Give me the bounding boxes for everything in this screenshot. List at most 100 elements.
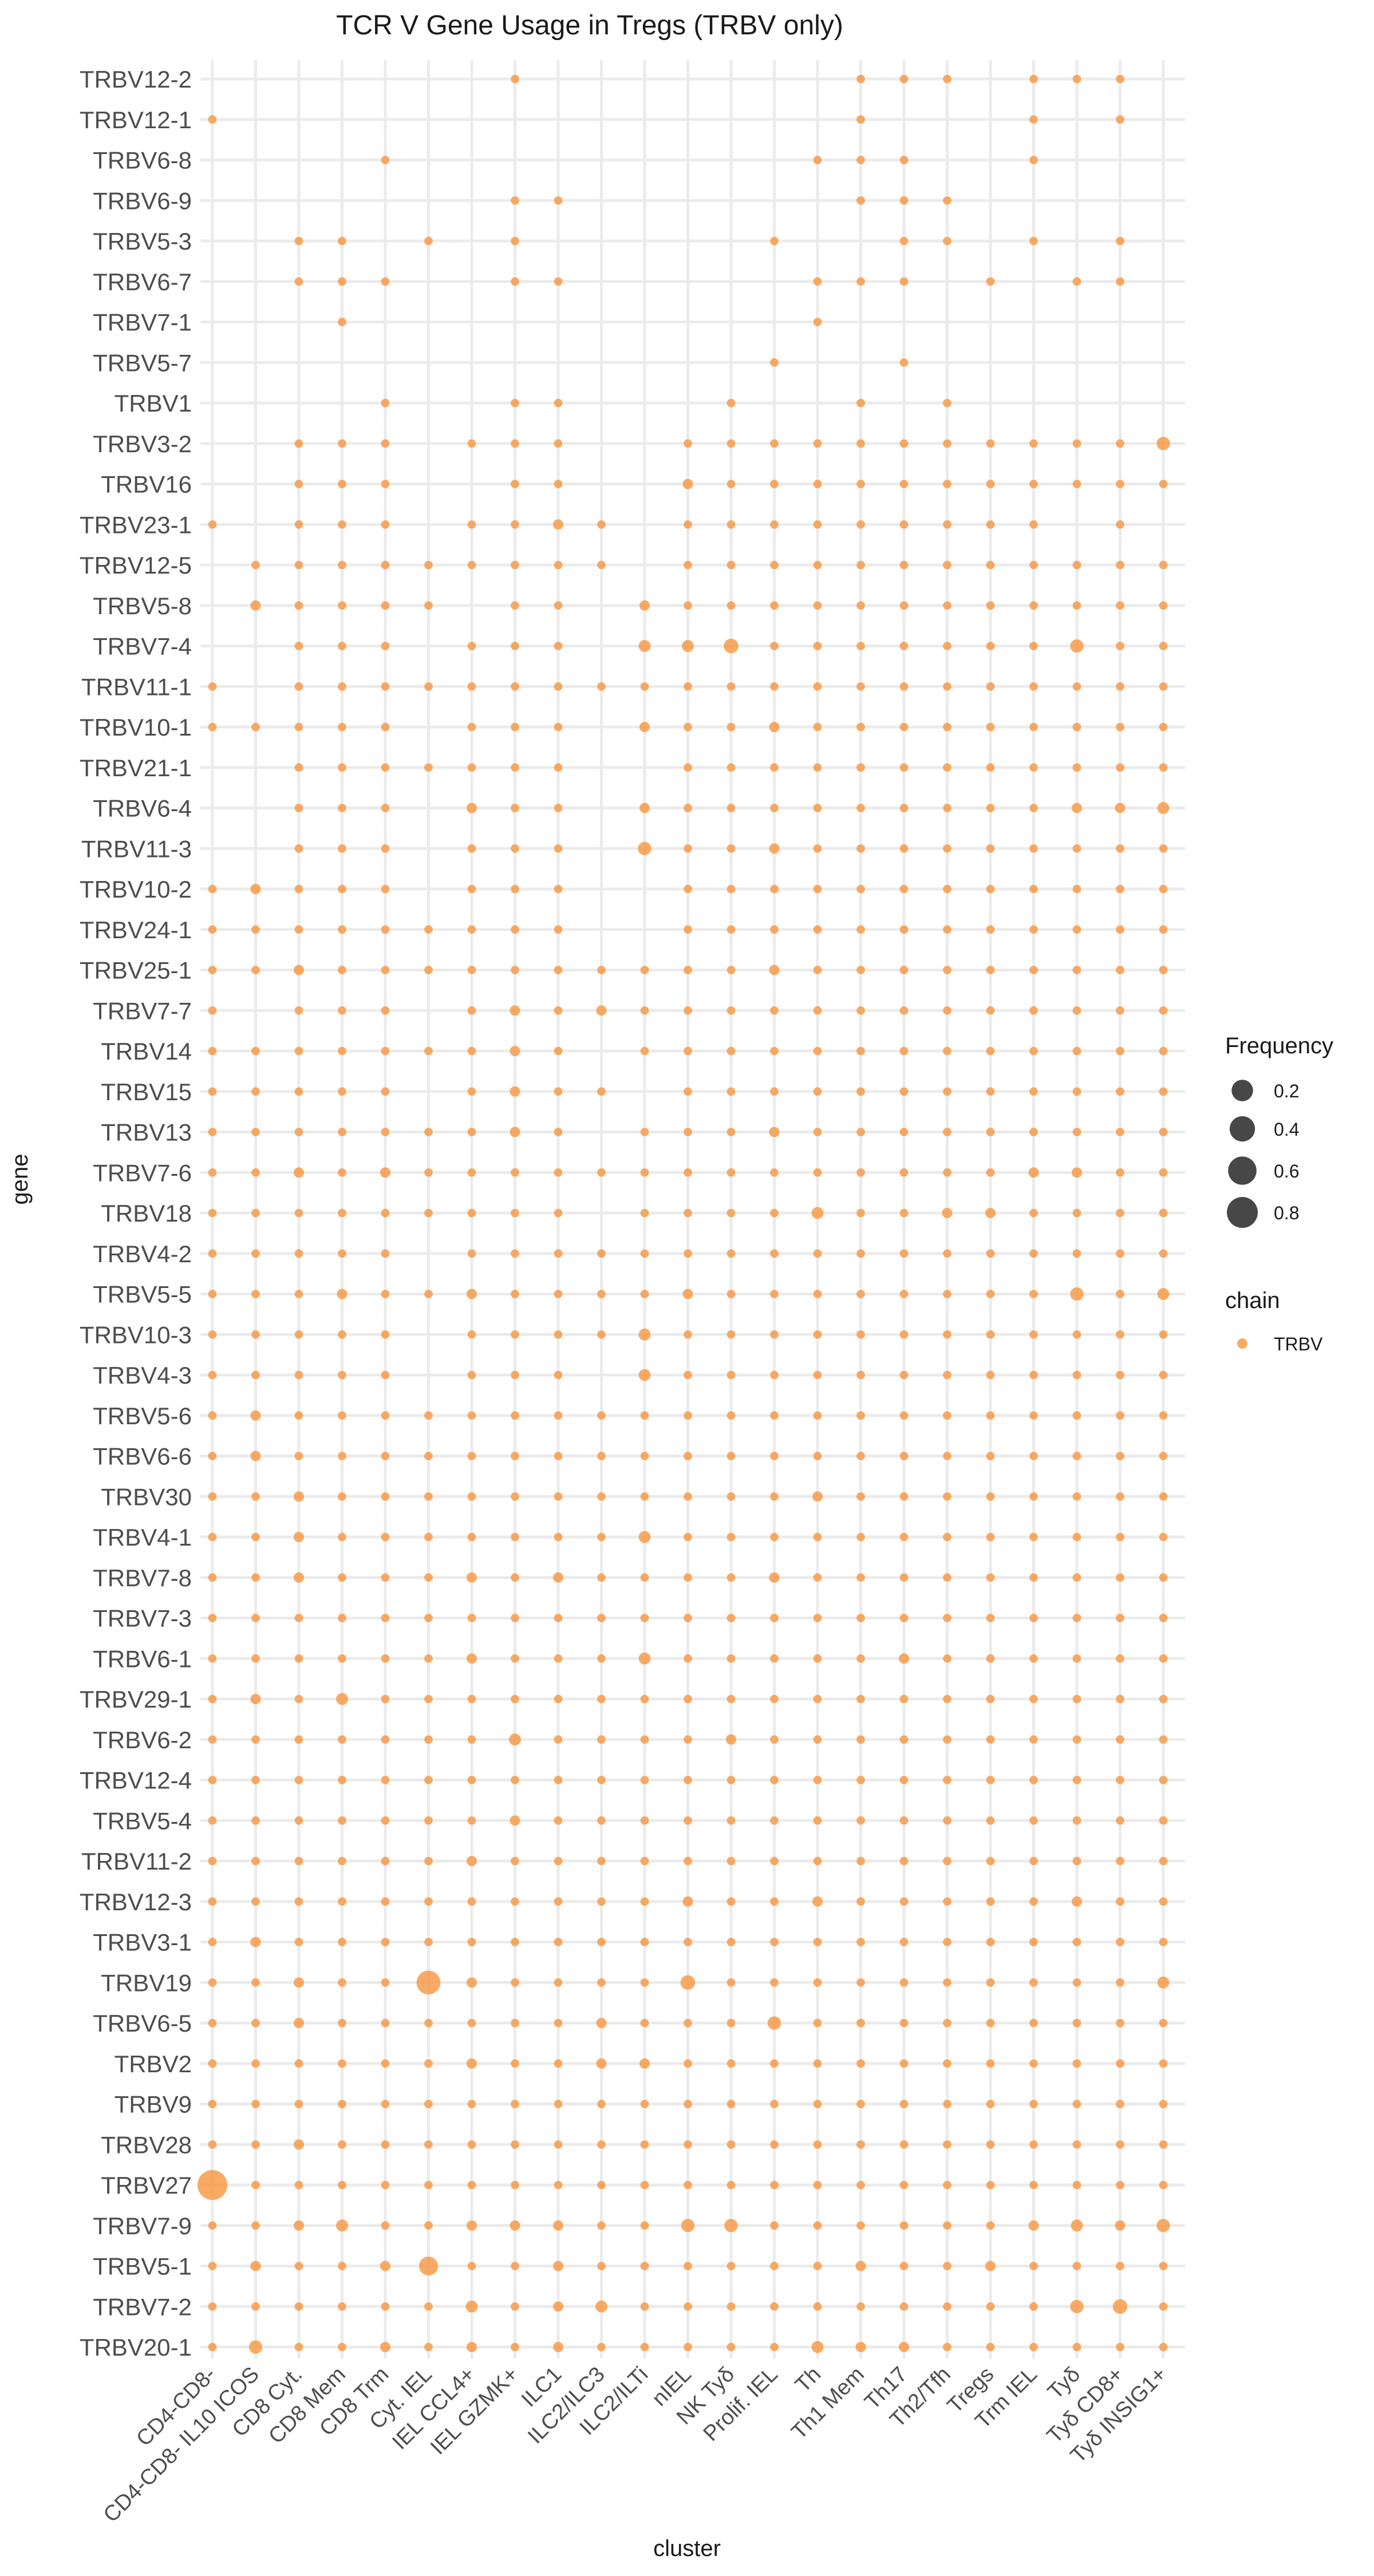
data-point xyxy=(381,1492,390,1501)
data-point xyxy=(208,115,217,124)
y-tick-label: TRBV16 xyxy=(101,471,192,498)
data-point xyxy=(294,1208,303,1218)
data-point xyxy=(943,2221,951,2230)
data-point xyxy=(770,1856,779,1866)
data-point xyxy=(511,398,519,408)
data-point xyxy=(1072,1208,1081,1218)
data-point xyxy=(511,722,519,732)
data-point xyxy=(640,1046,649,1056)
data-point xyxy=(381,1087,390,1096)
data-point xyxy=(899,1330,909,1339)
data-point xyxy=(943,2262,951,2270)
data-point xyxy=(467,2262,476,2270)
data-point xyxy=(727,1614,736,1622)
data-point xyxy=(467,560,476,570)
data-point xyxy=(1159,2100,1168,2108)
data-point xyxy=(1029,1897,1038,1906)
data-point xyxy=(684,601,692,610)
data-point xyxy=(770,1411,779,1420)
data-point xyxy=(856,1290,865,1298)
data-point xyxy=(1159,1046,1168,1056)
data-point xyxy=(943,1978,951,1987)
data-point xyxy=(208,2262,217,2270)
data-point xyxy=(684,2100,692,2108)
data-point xyxy=(1029,439,1038,448)
data-point xyxy=(1116,1978,1124,1987)
data-point xyxy=(1116,925,1124,934)
data-point xyxy=(684,560,692,570)
data-point xyxy=(856,196,865,205)
data-point xyxy=(943,1411,951,1420)
data-point xyxy=(813,520,822,529)
y-tick-label: TRBV7-1 xyxy=(93,309,192,336)
data-point xyxy=(511,1856,519,1866)
data-point xyxy=(294,439,303,448)
data-point xyxy=(511,74,519,84)
data-point xyxy=(813,1411,822,1420)
data-point xyxy=(812,1896,823,1907)
data-point xyxy=(899,2059,909,2068)
data-point xyxy=(511,1330,519,1339)
y-tick-label: TRBV15 xyxy=(101,1078,192,1105)
data-point xyxy=(943,1654,951,1663)
data-point xyxy=(381,1006,390,1015)
data-point xyxy=(597,1492,606,1501)
data-point xyxy=(1159,1776,1168,1784)
data-point xyxy=(1116,966,1124,974)
data-point xyxy=(511,1654,519,1663)
data-point xyxy=(986,520,995,529)
data-point xyxy=(1072,1938,1081,1946)
data-point xyxy=(727,2262,736,2270)
data-point xyxy=(1116,601,1124,610)
data-point xyxy=(943,1492,951,1501)
data-point xyxy=(251,2100,260,2108)
data-point xyxy=(424,1614,433,1622)
data-point xyxy=(510,1815,520,1826)
data-point xyxy=(899,925,909,934)
data-point xyxy=(597,1978,606,1987)
data-point xyxy=(856,1614,865,1622)
data-point xyxy=(250,1451,261,1461)
data-point xyxy=(294,560,303,570)
data-point xyxy=(554,722,563,732)
data-point xyxy=(466,1289,477,1299)
data-point xyxy=(1029,560,1038,570)
data-point xyxy=(424,2100,433,2108)
data-point xyxy=(986,1452,995,1460)
data-point xyxy=(680,1975,696,1990)
y-tick-label: TRBV6-2 xyxy=(93,1726,192,1753)
data-point xyxy=(986,560,995,570)
data-point xyxy=(856,1735,865,1744)
data-point xyxy=(554,1087,563,1096)
data-point xyxy=(943,925,951,934)
data-point xyxy=(986,1938,995,1946)
data-point xyxy=(293,965,305,975)
data-point xyxy=(424,1938,433,1946)
data-point xyxy=(1159,1128,1168,1136)
data-point xyxy=(770,2140,779,2149)
data-point xyxy=(381,1816,390,1825)
data-point xyxy=(727,966,736,974)
color-legend-dot xyxy=(1237,1338,1247,1349)
data-point xyxy=(597,682,606,691)
data-point xyxy=(251,1816,260,1825)
data-point xyxy=(424,1208,433,1218)
data-point xyxy=(986,1492,995,1501)
data-point xyxy=(856,925,865,934)
data-point xyxy=(208,2100,217,2108)
size-legend-dot xyxy=(1227,1197,1258,1228)
data-point xyxy=(511,804,519,812)
data-point xyxy=(416,1970,441,1995)
data-point xyxy=(511,925,519,934)
data-point xyxy=(597,1411,606,1420)
data-point xyxy=(293,2017,305,2029)
data-point xyxy=(381,439,390,448)
data-point xyxy=(724,638,739,654)
data-point xyxy=(899,1816,909,1825)
data-point xyxy=(1072,1411,1081,1420)
data-point xyxy=(1029,1290,1038,1298)
data-point xyxy=(986,925,995,934)
data-point xyxy=(554,1046,563,1056)
size-legend-label: 0.2 xyxy=(1274,1081,1299,1101)
data-point xyxy=(682,479,693,489)
